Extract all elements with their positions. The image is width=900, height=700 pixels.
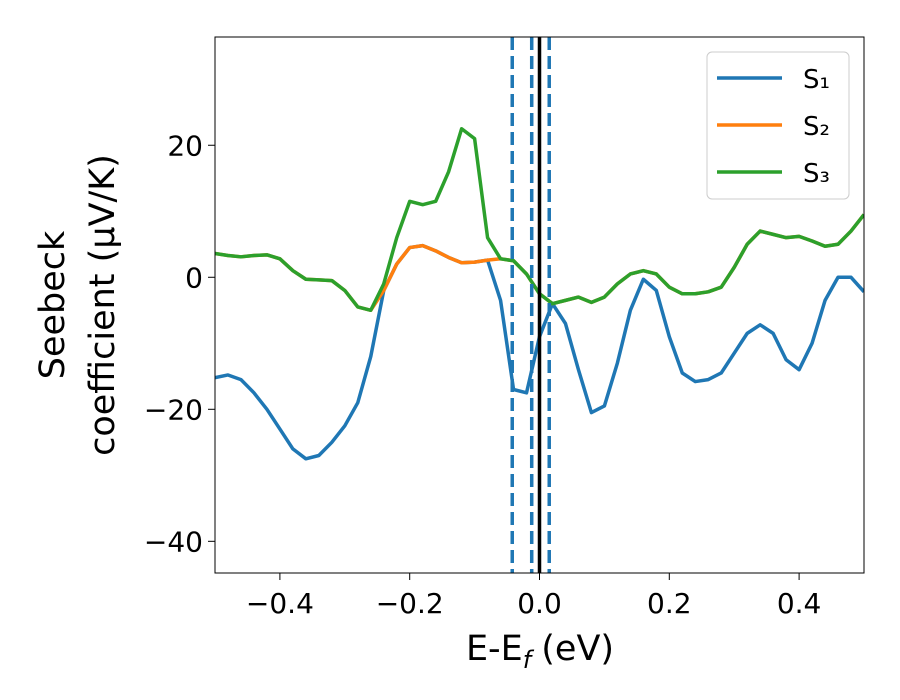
y-tick-label: −40 — [144, 525, 203, 558]
x-tick-label: −0.4 — [246, 587, 314, 620]
x-tick-label: 0.0 — [517, 587, 562, 620]
x-tick-label: −0.2 — [376, 587, 444, 620]
axes-frame — [214, 36, 865, 574]
x-label-sub: f — [523, 646, 535, 674]
x-tick-label: 0.4 — [777, 587, 822, 620]
y-tick-label: 0 — [185, 261, 203, 294]
legend-label: S₁ — [803, 65, 830, 95]
legend-label: S₂ — [803, 112, 830, 142]
x-label-main: E-E — [466, 629, 523, 669]
y-tick-label: 20 — [167, 129, 203, 162]
y-axis-label-1: Seebeck — [33, 230, 73, 379]
x-tick-label: 0.2 — [647, 587, 692, 620]
y-axis-label-2: coefficient (μV/K) — [83, 154, 123, 456]
legend-label: S₃ — [803, 159, 830, 189]
y-tick-label: −20 — [144, 393, 203, 426]
x-label-unit: (eV) — [541, 629, 614, 669]
x-axis-label: E-Ef (eV) — [466, 629, 614, 674]
